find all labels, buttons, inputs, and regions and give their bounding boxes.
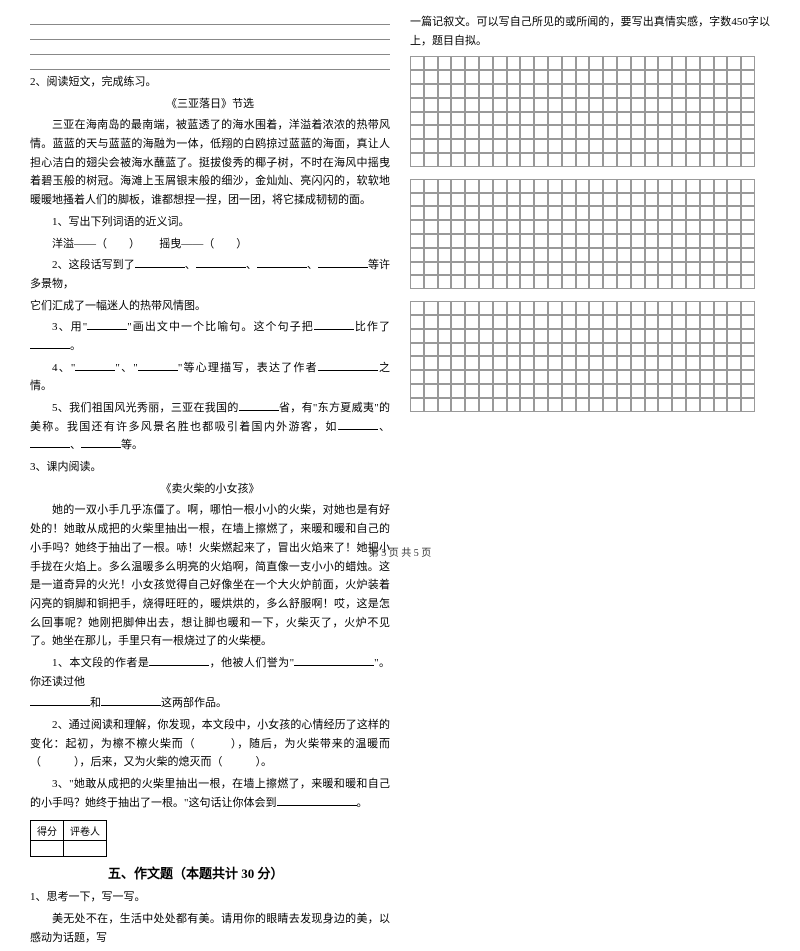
blank: [318, 370, 378, 371]
subq-2-a: 2、这段话写到了: [52, 259, 135, 271]
subq-3-c: 比作了: [354, 321, 390, 333]
blank: [30, 705, 90, 706]
subq-1: 1、写出下列词语的近义词。: [30, 213, 390, 232]
subq-4: 4、""、""等心理描写，表达了作者之情。: [30, 359, 390, 396]
blank: [138, 370, 178, 371]
blank: [81, 447, 121, 448]
synonym-1: 洋溢——（ ）: [52, 238, 135, 250]
synonym-2: 摇曳——（ ）: [159, 238, 247, 250]
writing-q1-body: 美无处不在，生活中处处都有美。请用你的眼睛去发现身边的美，以感动为话题，写: [30, 910, 390, 947]
subq-2: 2、这段话写到了、、、等许多景物，: [30, 256, 390, 293]
blank: [257, 267, 307, 268]
subq-4-c: "等心理描写，表达了作者: [178, 362, 318, 374]
reading-q1: 1、本文段的作者是，他被人们誉为""。你还读过他: [30, 654, 390, 691]
subq-4-b: "、": [115, 362, 137, 374]
passage-title-1: 《三亚落日》节选: [30, 95, 390, 114]
blank: [196, 267, 246, 268]
answer-rule: [30, 57, 390, 70]
score-header-1: 得分: [31, 821, 64, 841]
answer-rule: [30, 12, 390, 25]
question-2: 2、阅读短文，完成练习。: [30, 73, 390, 92]
r1-d: 和: [90, 697, 101, 709]
reading-q2: 2、通过阅读和理解，你发现，本文段中，小女孩的心情经历了这样的变化：起初，为檫不…: [30, 716, 390, 772]
blank: [135, 267, 185, 268]
writing-grid: [410, 179, 770, 289]
passage-title-2: 《卖火柴的小女孩》: [30, 480, 390, 499]
answer-rule: [30, 27, 390, 40]
answer-rule: [30, 42, 390, 55]
page-footer: 第 3 页 共 5 页: [0, 544, 800, 559]
score-table: 得分 评卷人: [30, 820, 390, 857]
passage-1-body: 三亚在海南岛的最南端，被蓝透了的海水围着，洋溢着浓浓的热带风情。蓝蓝的天与蓝蓝的…: [30, 116, 390, 209]
r1-a: 1、本文段的作者是: [52, 657, 149, 669]
blank: [239, 410, 279, 411]
passage-2-body: 她的一双小手几乎冻僵了。啊，哪怕一根小小的火柴，对她也是有好处的！她敢从成把的火…: [30, 501, 390, 651]
section-5-title: 五、作文题（本题共计 30 分）: [30, 863, 390, 882]
subq-5-c: 等。: [121, 439, 143, 451]
blank: [149, 665, 209, 666]
subq-3: 3、用""画出文中一个比喻句。这个句子把比作了。: [30, 318, 390, 355]
subq-4-a: 4、": [52, 362, 75, 374]
blank: [318, 267, 368, 268]
blank: [277, 805, 357, 806]
writing-grid: [410, 56, 770, 166]
r1-b: ，他被人们誉为": [209, 657, 294, 669]
writing-grid: [410, 301, 770, 411]
blank: [294, 665, 374, 666]
blank: [87, 329, 127, 330]
blank: [314, 329, 354, 330]
question-3: 3、课内阅读。: [30, 458, 390, 477]
subq-5: 5、我们祖国风光秀丽，三亚在我国的省，有"东方夏威夷"的美称。我国还有许多风景名…: [30, 399, 390, 455]
writing-grids-container: [410, 56, 770, 411]
subq-3-a: 3、用": [52, 321, 87, 333]
r1-e: 这两部作品。: [161, 697, 227, 709]
reading-q1-cont: 和 这两部作品。: [30, 694, 390, 713]
writing-continuation: 一篇记叙文。可以写自己所见的或所闻的，要写出真情实感，字数450字以上，题目自拟…: [410, 13, 770, 50]
reading-q3: 3、"她敢从成把的火柴里抽出一根，在墙上擦燃了，来暖和暖和自己的小手吗？她终于抽…: [30, 775, 390, 812]
score-cell: [64, 841, 107, 857]
blank: [30, 447, 70, 448]
subq-1-items: 洋溢——（ ） 摇曳——（ ）: [30, 235, 390, 254]
subq-2-cont: 它们汇成了一幅迷人的热带风情图。: [30, 297, 390, 316]
blank: [75, 370, 115, 371]
blank: [101, 705, 161, 706]
score-cell: [31, 841, 64, 857]
score-header-2: 评卷人: [64, 821, 107, 841]
writing-q1: 1、思考一下，写一写。: [30, 888, 390, 907]
blank: [338, 429, 378, 430]
subq-3-b: "画出文中一个比喻句。这个句子把: [127, 321, 314, 333]
blank: [30, 348, 70, 349]
subq-5-a: 5、我们祖国风光秀丽，三亚在我国的: [52, 402, 239, 414]
